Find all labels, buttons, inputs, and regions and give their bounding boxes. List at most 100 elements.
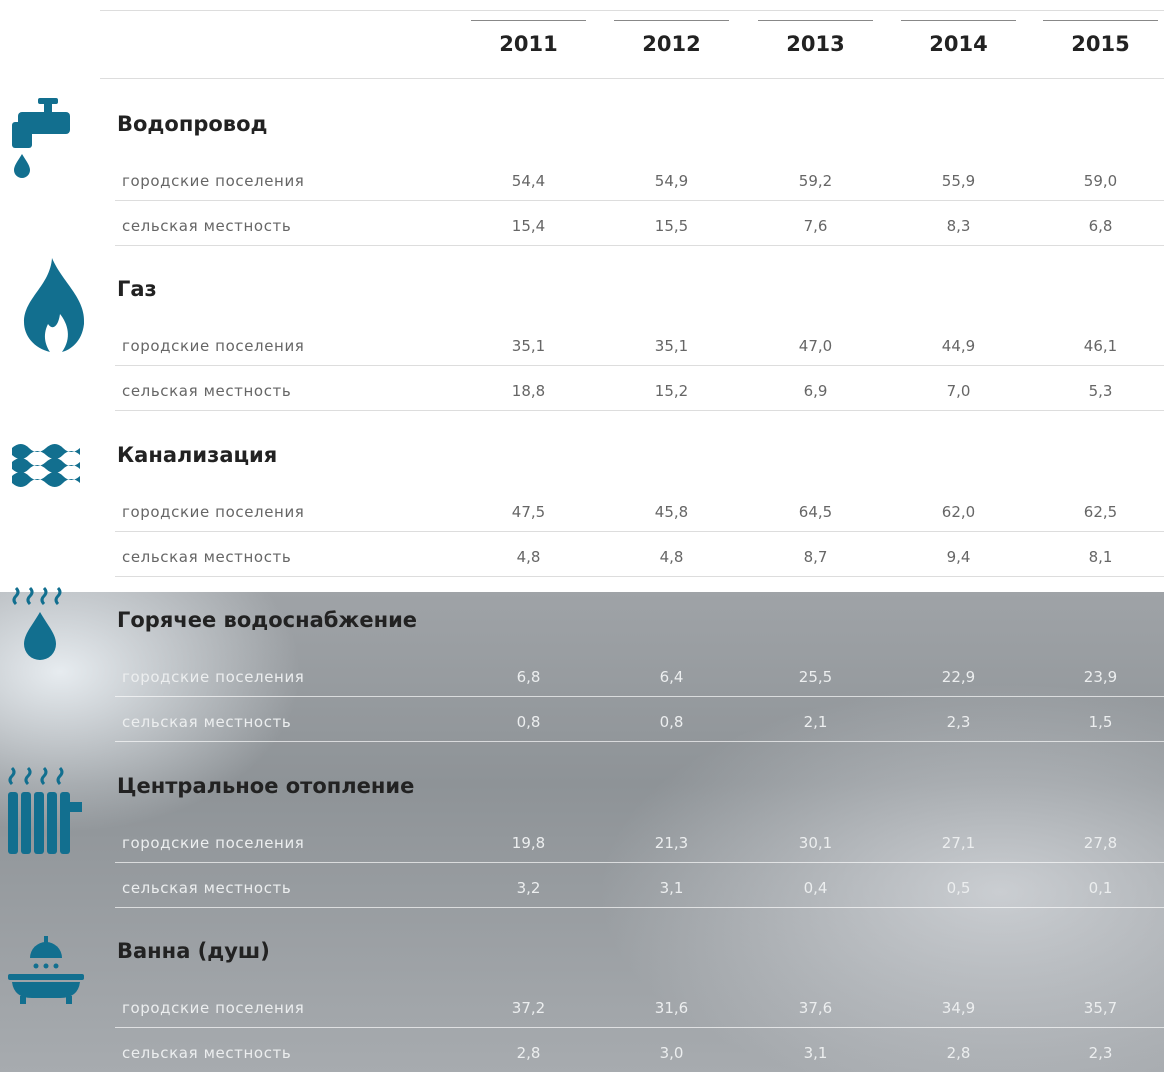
section-title: Газ <box>117 277 157 302</box>
cell-value: 35,1 <box>654 337 689 356</box>
cell-value: 35,1 <box>511 337 546 356</box>
cell-value: 0,8 <box>659 713 684 732</box>
year-header: 2012 <box>642 32 701 56</box>
row-rule <box>115 696 1164 698</box>
row-rule <box>115 906 1164 908</box>
cell-value: 62,0 <box>941 502 976 521</box>
background-photo <box>0 592 1164 1072</box>
year-header: 2013 <box>786 32 845 56</box>
cell-value: 3,2 <box>516 878 541 897</box>
cell-value: 3,1 <box>659 878 684 897</box>
icon-flame <box>24 258 85 352</box>
cell-value: 54,9 <box>654 172 689 190</box>
row-label: сельская местность <box>122 382 292 401</box>
icon-waves <box>12 444 80 487</box>
row-rule <box>115 410 1164 412</box>
cell-value: 6,4 <box>659 668 684 687</box>
row-rule <box>115 245 1164 246</box>
cell-value: 6,8 <box>516 668 541 687</box>
icon-bath <box>8 936 84 1004</box>
row-label: сельская местность <box>122 878 292 897</box>
cell-value: 5,3 <box>1088 382 1113 401</box>
cell-value: 7,6 <box>803 217 828 235</box>
cell-value: 15,2 <box>654 382 689 401</box>
cell-value: 7,0 <box>946 382 971 401</box>
cell-value: 46,1 <box>1083 337 1118 356</box>
cell-value: 3,0 <box>659 1044 684 1062</box>
cell-value: 35,7 <box>1083 999 1118 1017</box>
row-label: сельская местность <box>122 713 292 732</box>
cell-value: 2,3 <box>946 713 971 732</box>
cell-value: 34,9 <box>941 999 976 1017</box>
cell-value: 18,8 <box>511 382 546 401</box>
cell-value: 25,5 <box>798 668 833 687</box>
row-label: городские поселения <box>122 337 305 356</box>
cell-value: 6,9 <box>803 382 828 401</box>
cell-value: 0,8 <box>516 713 541 732</box>
top-rule <box>100 10 1164 11</box>
row-label: городские поселения <box>122 172 305 190</box>
cell-value: 37,2 <box>511 999 546 1017</box>
cell-value: 44,9 <box>941 337 976 356</box>
cell-value: 4,8 <box>659 547 684 566</box>
row-rule <box>115 1027 1164 1028</box>
cell-value: 3,1 <box>803 1044 828 1062</box>
cell-value: 6,8 <box>1088 217 1113 235</box>
row-rule <box>115 200 1164 201</box>
cell-value: 8,3 <box>946 217 971 235</box>
cell-value: 4,8 <box>516 547 541 566</box>
section-title: Канализация <box>117 442 278 467</box>
cell-value: 19,8 <box>511 833 546 852</box>
cell-value: 30,1 <box>798 833 833 852</box>
cell-value: 64,5 <box>798 502 833 521</box>
cell-value: 37,6 <box>798 999 833 1017</box>
cell-value: 15,4 <box>511 217 546 235</box>
cell-value: 59,0 <box>1083 172 1118 190</box>
row-label: городские поселения <box>122 502 305 521</box>
header-rule <box>100 78 1164 79</box>
cell-value: 2,8 <box>516 1044 541 1062</box>
icon-radiator <box>8 766 82 854</box>
cell-value: 21,3 <box>654 833 689 852</box>
row-rule <box>115 575 1164 577</box>
year-rule <box>901 20 1016 21</box>
cell-value: 15,5 <box>654 217 689 235</box>
cell-value: 0,1 <box>1088 878 1113 897</box>
cell-value: 47,5 <box>511 502 546 521</box>
cell-value: 54,4 <box>511 172 546 190</box>
cell-value: 27,1 <box>941 833 976 852</box>
cell-value: 8,7 <box>803 547 828 566</box>
cell-value: 2,1 <box>803 713 828 732</box>
year-header: 2015 <box>1071 32 1130 56</box>
cell-value: 22,9 <box>941 668 976 687</box>
cell-value: 23,9 <box>1083 668 1118 687</box>
section-title: Водопровод <box>117 112 268 136</box>
year-rule <box>471 20 586 21</box>
cell-value: 31,6 <box>654 999 689 1017</box>
row-label: сельская местность <box>122 547 292 566</box>
cell-value: 27,8 <box>1083 833 1118 852</box>
section-title: Горячее водоснабжение <box>117 608 418 633</box>
year-header: 2014 <box>929 32 988 56</box>
year-header: 2011 <box>499 32 558 56</box>
cell-value: 9,4 <box>946 547 971 566</box>
cell-value: 45,8 <box>654 502 689 521</box>
year-rule <box>614 20 729 21</box>
row-rule <box>115 741 1164 743</box>
row-rule <box>115 365 1164 367</box>
cell-value: 1,5 <box>1088 713 1113 732</box>
section-title: Центральное отопление <box>117 773 415 798</box>
cell-value: 2,3 <box>1088 1044 1113 1062</box>
row-rule <box>115 861 1164 863</box>
cell-value: 0,4 <box>803 878 828 897</box>
icon-hot-water <box>12 586 62 660</box>
row-label: сельская местность <box>122 217 292 235</box>
cell-value: 0,5 <box>946 878 971 897</box>
cell-value: 47,0 <box>798 337 833 356</box>
section-title: Ванна (душ) <box>117 939 270 963</box>
year-rule <box>1043 20 1158 21</box>
cell-value: 55,9 <box>941 172 976 190</box>
row-rule <box>115 530 1164 532</box>
cell-value: 59,2 <box>798 172 833 190</box>
